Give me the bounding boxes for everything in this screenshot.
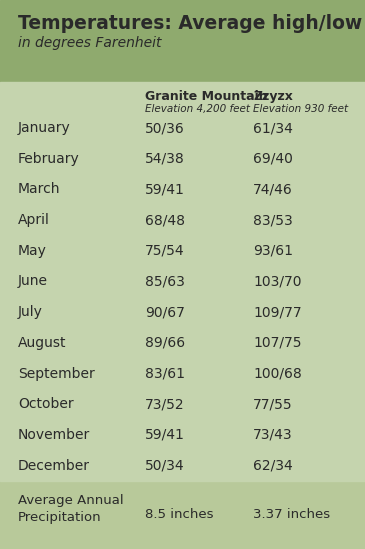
Text: April: April — [18, 213, 50, 227]
Text: Elevation 4,200 feet: Elevation 4,200 feet — [145, 104, 250, 114]
Text: October: October — [18, 397, 74, 411]
Bar — [0, 82, 365, 481]
Text: February: February — [18, 152, 80, 166]
Text: June: June — [18, 274, 48, 289]
Text: 75/54: 75/54 — [145, 244, 185, 258]
Text: 73/43: 73/43 — [253, 428, 293, 442]
Text: 83/61: 83/61 — [145, 367, 185, 380]
Text: 103/70: 103/70 — [253, 274, 301, 289]
Text: 61/34: 61/34 — [253, 121, 293, 135]
Text: 93/61: 93/61 — [253, 244, 293, 258]
Text: 100/68: 100/68 — [253, 367, 302, 380]
Text: 83/53: 83/53 — [253, 213, 293, 227]
Text: August: August — [18, 336, 66, 350]
Text: 69/40: 69/40 — [253, 152, 293, 166]
Text: 77/55: 77/55 — [253, 397, 293, 411]
Text: 62/34: 62/34 — [253, 458, 293, 473]
Text: 85/63: 85/63 — [145, 274, 185, 289]
Text: 68/48: 68/48 — [145, 213, 185, 227]
Text: Zzyzx: Zzyzx — [253, 90, 293, 103]
Bar — [0, 481, 365, 549]
Text: 50/34: 50/34 — [145, 458, 185, 473]
Text: Average Annual
Precipitation: Average Annual Precipitation — [18, 494, 124, 524]
Text: Temperatures: Average high/low: Temperatures: Average high/low — [18, 14, 362, 33]
Text: in degrees Farenheit: in degrees Farenheit — [18, 36, 161, 50]
Text: Granite Mountain: Granite Mountain — [145, 90, 268, 103]
Text: November: November — [18, 428, 90, 442]
Text: March: March — [18, 182, 61, 197]
Bar — [0, 0, 365, 82]
Text: 89/66: 89/66 — [145, 336, 185, 350]
Text: July: July — [18, 305, 43, 319]
Text: 107/75: 107/75 — [253, 336, 301, 350]
Text: September: September — [18, 367, 95, 380]
Text: 74/46: 74/46 — [253, 182, 293, 197]
Text: 73/52: 73/52 — [145, 397, 185, 411]
Text: 8.5 inches: 8.5 inches — [145, 508, 214, 522]
Text: May: May — [18, 244, 47, 258]
Text: 109/77: 109/77 — [253, 305, 301, 319]
Text: 50/36: 50/36 — [145, 121, 185, 135]
Text: January: January — [18, 121, 71, 135]
Text: 3.37 inches: 3.37 inches — [253, 508, 330, 522]
Text: 59/41: 59/41 — [145, 182, 185, 197]
Text: 54/38: 54/38 — [145, 152, 185, 166]
Text: 90/67: 90/67 — [145, 305, 185, 319]
Text: 59/41: 59/41 — [145, 428, 185, 442]
Text: Elevation 930 feet: Elevation 930 feet — [253, 104, 348, 114]
Text: December: December — [18, 458, 90, 473]
